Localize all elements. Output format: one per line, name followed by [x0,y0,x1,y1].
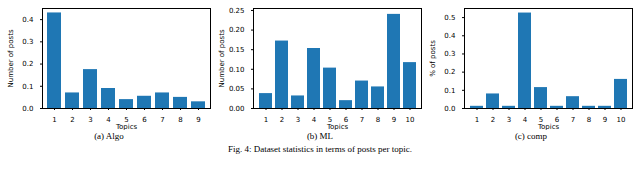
svg-text:0.5: 0.5 [444,14,455,22]
html-text:(b) ML: (b) ML [306,131,334,141]
svg-text:1: 1 [475,116,479,124]
html-text:(a) Algo: (a) Algo [94,131,124,141]
svg-text:4: 4 [106,116,111,124]
svg-text:8: 8 [376,116,380,124]
svg-text:5: 5 [538,116,544,125]
svg-text:6: 6 [554,116,560,125]
svg-text:0.10: 0.10 [229,66,245,74]
svg-text:0.4: 0.4 [22,16,34,24]
svg-text:5: 5 [124,116,129,125]
svg-text:3: 3 [296,116,300,124]
svg-text:3: 3 [88,116,92,124]
svg-text:Number of posts: Number of posts [7,29,15,87]
svg-text:0.1: 0.1 [444,87,455,95]
svg-text:Topics: Topics [115,123,138,131]
svg-text:0.4: 0.4 [444,32,456,40]
svg-text:2: 2 [70,116,74,124]
svg-text:1: 1 [52,116,56,124]
svg-text:9: 9 [603,116,607,124]
svg-text:0.1: 0.1 [22,83,33,91]
svg-text:7: 7 [160,116,164,124]
svg-text:8: 8 [587,116,591,124]
svg-text:% of posts: % of posts [429,40,437,77]
svg-text:9: 9 [392,116,396,124]
svg-text:Topics: Topics [537,123,560,131]
svg-text:0.25: 0.25 [229,7,245,15]
svg-text:0.15: 0.15 [229,46,245,54]
svg-text:7: 7 [571,116,575,124]
svg-text:0.0: 0.0 [444,105,455,113]
svg-text:3: 3 [507,116,511,124]
svg-text:0.3: 0.3 [22,38,33,46]
html-text:(c) comp: (c) comp [514,131,548,141]
svg-text:0.2: 0.2 [22,60,33,68]
svg-text:Topics: Topics [326,123,349,131]
svg-text:2: 2 [491,116,495,124]
svg-text:6: 6 [142,116,147,124]
svg-text:7: 7 [360,116,364,124]
svg-text:Number of posts: Number of posts [218,29,226,87]
svg-text:4: 4 [523,116,528,124]
svg-text:0.20: 0.20 [229,26,245,34]
svg-text:0.00: 0.00 [229,105,245,113]
svg-text:2: 2 [280,116,284,124]
svg-text:0.2: 0.2 [444,68,455,76]
svg-text:9: 9 [196,116,200,124]
svg-text:10: 10 [617,116,626,124]
svg-text:1: 1 [264,116,268,124]
svg-text:10: 10 [406,116,415,124]
svg-text:8: 8 [178,116,182,124]
svg-text:6: 6 [343,116,349,125]
svg-text:4: 4 [312,116,317,124]
svg-text:0.0: 0.0 [22,105,33,113]
svg-text:5: 5 [327,116,333,125]
html-text:Fig. 4: Dataset statistics in: Fig. 4: Dataset statistics in terms of p… [227,144,413,154]
svg-text:0.05: 0.05 [229,85,245,93]
svg-text:0.3: 0.3 [444,50,455,58]
